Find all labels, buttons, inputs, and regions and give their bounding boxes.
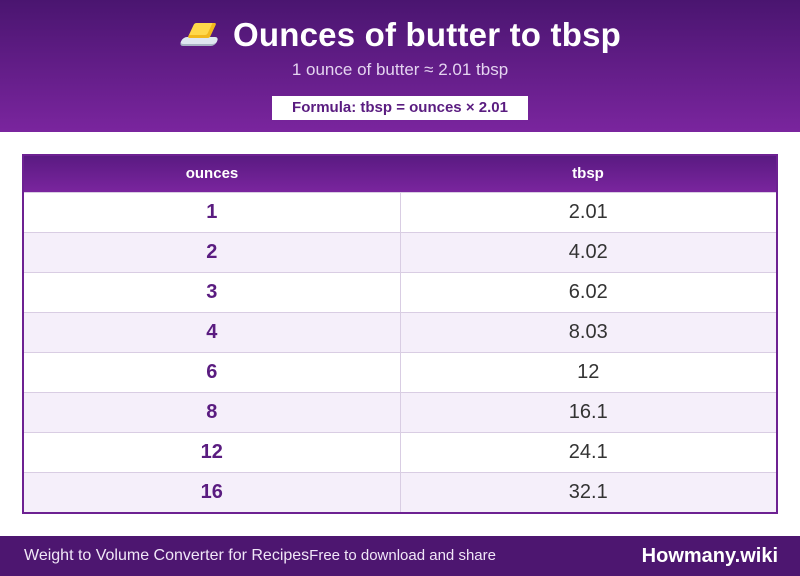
ounces-cell: 6	[24, 351, 401, 392]
column-header-tbsp: tbsp	[572, 165, 604, 183]
table-header-row: ounces tbsp	[24, 156, 776, 192]
header: Ounces of butter to tbsp 1 ounce of butt…	[0, 0, 800, 132]
column-header-ounces: ounces	[185, 165, 239, 183]
tbsp-cell: 2.01	[400, 191, 776, 232]
conversion-table: ounces tbsp 1 2.01 2 4.02 3 6.02 4 8.03	[24, 156, 776, 512]
tbsp-cell: 12	[400, 351, 776, 392]
subtitle: 1 ounce of butter ≈ 2.01 tbsp	[291, 60, 509, 79]
table-row: 6 12	[24, 351, 776, 392]
table-row: 2 4.02	[24, 231, 776, 272]
tbsp-cell: 8.03	[400, 311, 776, 352]
tbsp-cell: 24.1	[400, 431, 776, 472]
ounces-cell: 2	[24, 231, 401, 272]
ounces-cell: 8	[24, 391, 401, 432]
table-row: 12 24.1	[24, 431, 776, 472]
page-title: Ounces of butter to tbsp	[233, 16, 621, 53]
table-row: 8 16.1	[24, 391, 776, 432]
tbsp-cell: 32.1	[400, 471, 776, 512]
table-row: 1 2.01	[24, 191, 776, 232]
butter-icon	[178, 18, 223, 52]
table-row: 4 8.03	[24, 311, 776, 352]
ounces-cell: 1	[24, 191, 401, 232]
ounces-cell: 3	[24, 271, 401, 312]
ounces-cell: 16	[24, 471, 401, 512]
footer-left: Weight to Volume Converter for RecipesFr…	[24, 536, 496, 576]
table-row: 3 6.02	[24, 271, 776, 312]
footer-tagline: Free to download and share	[309, 547, 496, 564]
footer: Weight to Volume Converter for RecipesFr…	[0, 536, 800, 576]
tbsp-cell: 6.02	[400, 271, 776, 312]
butter-block-shape	[187, 23, 217, 38]
tbsp-cell: 16.1	[400, 391, 776, 432]
butter-dish-shape	[178, 37, 220, 46]
conversion-table-container: ounces tbsp 1 2.01 2 4.02 3 6.02 4 8.03	[22, 154, 778, 514]
formula-badge: Formula: tbsp = ounces × 2.01	[272, 96, 528, 120]
title-row: Ounces of butter to tbsp	[0, 14, 800, 56]
tbsp-cell: 4.02	[400, 231, 776, 272]
ounces-cell: 4	[24, 311, 401, 352]
footer-app-name: Weight to Volume Converter for Recipes	[24, 547, 310, 564]
footer-brand[interactable]: Howmany.wiki	[641, 545, 778, 567]
table-row: 16 32.1	[24, 471, 776, 512]
ounces-cell: 12	[24, 431, 401, 472]
